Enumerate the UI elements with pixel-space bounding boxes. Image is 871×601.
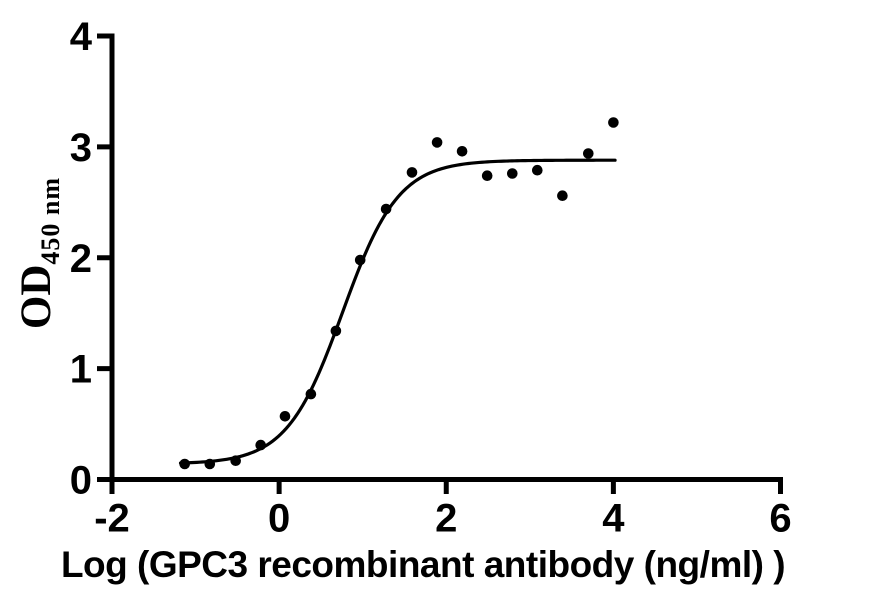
data-point <box>230 455 241 467</box>
data-point <box>557 190 568 201</box>
data-points <box>179 117 619 470</box>
y-axis-title-subscript: 450 nm <box>36 177 65 265</box>
data-point <box>406 167 418 178</box>
data-point <box>583 148 594 159</box>
data-point <box>532 164 543 176</box>
x-tick-label: 4 <box>602 497 625 541</box>
y-axis: 0 1 2 3 4 <box>70 15 115 503</box>
x-tick-label: 0 <box>268 497 290 541</box>
x-tick-label: -2 <box>94 497 130 541</box>
data-point <box>279 411 291 422</box>
data-point <box>456 146 468 157</box>
data-point <box>380 203 392 215</box>
data-point <box>330 325 342 337</box>
y-tick-label: 1 <box>70 348 92 392</box>
data-point <box>305 388 317 400</box>
y-tick-label: 3 <box>70 126 92 170</box>
data-point <box>608 117 619 128</box>
data-point <box>204 458 216 470</box>
x-axis: -2 0 2 4 6 <box>94 477 792 541</box>
data-point <box>431 137 443 148</box>
x-tick-label: 6 <box>769 497 791 541</box>
y-tick-label: 2 <box>70 237 92 281</box>
data-point <box>507 168 518 179</box>
data-point <box>481 170 493 181</box>
x-tick-label: 2 <box>435 497 457 541</box>
data-point <box>354 254 366 266</box>
y-tick-label: 0 <box>70 459 92 503</box>
data-point <box>255 439 266 451</box>
x-axis-title: Log (GPC3 recombinant antibody (ng/ml) ) <box>61 544 785 585</box>
data-point <box>179 458 190 470</box>
y-axis-title-main: OD <box>13 265 60 330</box>
y-axis-title: OD450 nm <box>13 177 65 329</box>
fit-curve <box>178 158 617 465</box>
y-tick-label: 4 <box>70 15 93 59</box>
